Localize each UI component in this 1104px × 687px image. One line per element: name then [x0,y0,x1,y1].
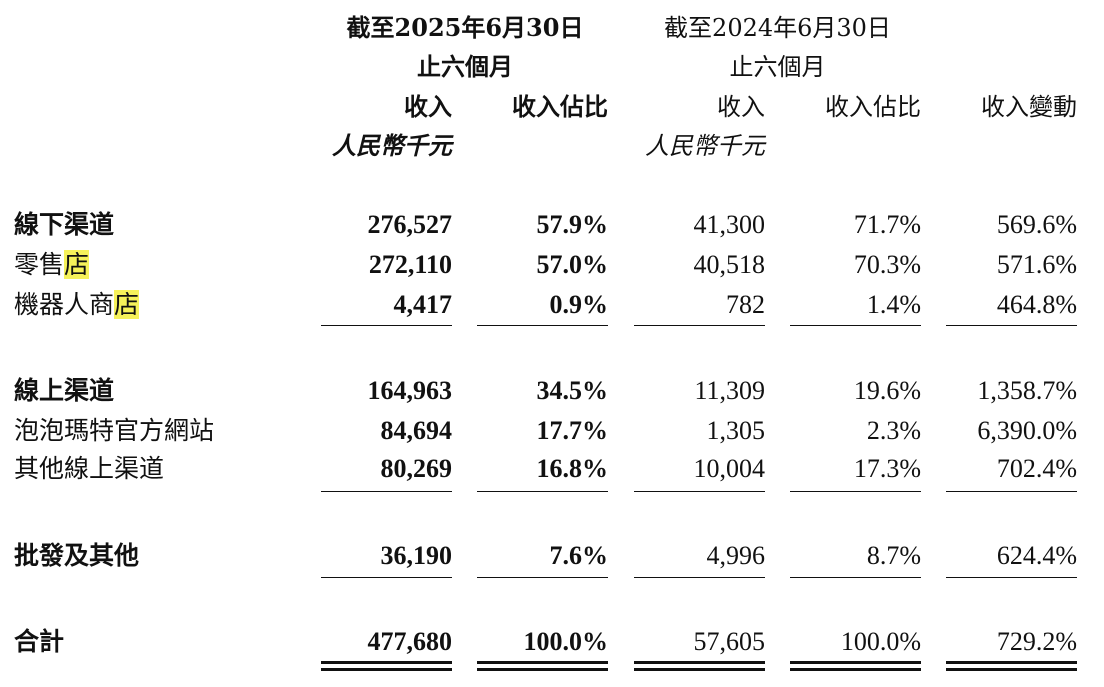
cell-share2025: 17.7% [536,416,609,445]
cell-share2024: 100.0% [840,627,921,656]
cell-share2024: 1.4% [866,290,921,319]
cell-share2025: 34.5% [536,376,609,405]
subtotal-rule [790,577,921,578]
total-double-rule [321,661,452,671]
subtotal-rule [946,577,1077,578]
cell-share2024: 2.3% [866,416,921,445]
cell-share2024: 71.7% [853,210,921,239]
subtotal-rule [321,577,452,578]
period-2025-heading: 截至2025年6月30日 [346,13,584,42]
cell-rev2024: 782 [726,290,765,319]
row-label-official-website: 泡泡瑪特官方網站 [14,416,215,445]
cell-rev2024: 10,004 [693,454,766,483]
row-label-online-channels: 線上渠道 [14,376,115,405]
cell-share2025: 57.9% [536,210,609,239]
cell-share2024: 70.3% [853,250,921,279]
subtotal-rule [946,325,1077,326]
unit-2024: 人民幣千元 [645,132,765,160]
col-header-revenue-2025: 收入 [404,92,452,121]
cell-rev2024: 11,309 [694,376,765,405]
cell-rev2024: 1,305 [706,416,766,445]
cell-rev2024: 41,300 [693,210,766,239]
cell-rev2025: 4,417 [393,290,453,319]
cell-change: 729.2% [996,627,1077,656]
subtotal-rule [790,491,921,492]
subtotal-rule [477,577,608,578]
cell-change: 6,390.0% [977,416,1077,445]
subtotal-rule [946,491,1077,492]
row-label-retail-stores: 零售店 [14,250,90,279]
row-label-other-online: 其他線上渠道 [14,454,165,483]
row-label-main: 零售 [14,250,65,279]
cell-share2025: 100.0% [523,627,609,656]
six-months-2025-heading: 止六個月 [417,52,513,81]
row-label-robot-shops: 機器人商店 [14,290,140,319]
cell-rev2024: 40,518 [693,250,766,279]
six-months-2024-heading: 止六個月 [729,53,826,81]
cell-share2025: 16.8% [536,454,609,483]
cell-share2025: 0.9% [549,290,609,319]
highlighted-text: 店 [114,290,140,319]
cell-change: 571.6% [996,250,1077,279]
cell-share2024: 17.3% [853,454,921,483]
cell-rev2025: 84,694 [380,416,453,445]
subtotal-rule [634,325,765,326]
cell-change: 702.4% [996,454,1077,483]
subtotal-rule [790,325,921,326]
col-header-change: 收入變動 [981,93,1077,121]
subtotal-rule [634,491,765,492]
cell-rev2025: 80,269 [380,454,453,483]
cell-rev2025: 276,527 [367,210,453,239]
cell-rev2025: 164,963 [367,376,453,405]
subtotal-rule [477,491,608,492]
cell-share2025: 57.0% [536,250,609,279]
cell-share2024: 19.6% [853,376,921,405]
cell-change: 569.6% [996,210,1077,239]
cell-change: 1,358.7% [977,376,1077,405]
period-2024-heading: 截至2024年6月30日 [664,14,891,42]
cell-share2025: 7.6% [549,541,609,570]
row-label-offline-channels: 線下渠道 [14,210,115,239]
total-double-rule [790,661,921,671]
cell-change: 464.8% [996,290,1077,319]
subtotal-rule [321,491,452,492]
total-double-rule [946,661,1077,671]
cell-rev2025: 477,680 [367,627,453,656]
cell-share2024: 8.7% [866,541,921,570]
col-header-share-2024: 收入佔比 [825,93,921,121]
unit-2025: 人民幣千元 [332,131,452,160]
cell-change: 624.4% [996,541,1077,570]
row-label-main: 機器人商 [14,290,115,319]
col-header-revenue-2024: 收入 [717,93,765,121]
row-label-wholesale-others: 批發及其他 [14,541,140,570]
subtotal-rule [321,325,452,326]
row-label-total: 合計 [14,627,65,656]
col-header-share-2025: 收入佔比 [512,92,608,121]
cell-rev2025: 272,110 [368,250,452,279]
highlighted-text: 店 [64,250,90,279]
total-double-rule [477,661,608,671]
subtotal-rule [634,577,765,578]
cell-rev2024: 4,996 [706,541,766,570]
subtotal-rule [477,325,608,326]
cell-rev2024: 57,605 [693,627,766,656]
cell-rev2025: 36,190 [380,541,453,570]
total-double-rule [634,661,765,671]
